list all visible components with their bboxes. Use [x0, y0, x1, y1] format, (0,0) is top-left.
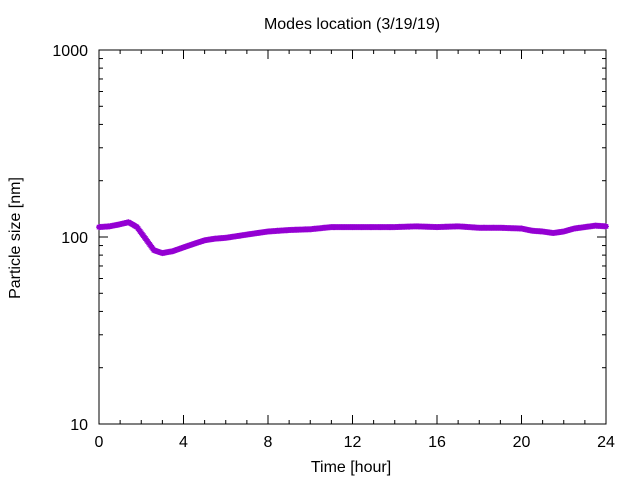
x-tick-label: 12	[344, 434, 362, 451]
x-tick-label: 4	[179, 434, 188, 451]
x-tick-label: 8	[264, 434, 273, 451]
x-tick-label: 24	[597, 434, 615, 451]
y-axis-title: Particle size [nm]	[7, 177, 24, 299]
x-axis-title: Time [hour]	[311, 459, 391, 476]
x-tick-label: 16	[428, 434, 446, 451]
x-tick-label: 0	[95, 434, 104, 451]
y-tick-label: 100	[61, 230, 88, 247]
y-tick-label: 1000	[52, 43, 88, 60]
axes: 0 4 8 12 16 20 24 10 100 1000	[52, 43, 615, 451]
x-tick-label: 20	[513, 434, 531, 451]
chart-title: Modes location (3/19/19)	[264, 16, 440, 33]
plot-frame	[98, 49, 607, 425]
data-point	[603, 223, 609, 230]
series-group	[96, 219, 609, 257]
y-tick-label: 10	[70, 417, 88, 434]
